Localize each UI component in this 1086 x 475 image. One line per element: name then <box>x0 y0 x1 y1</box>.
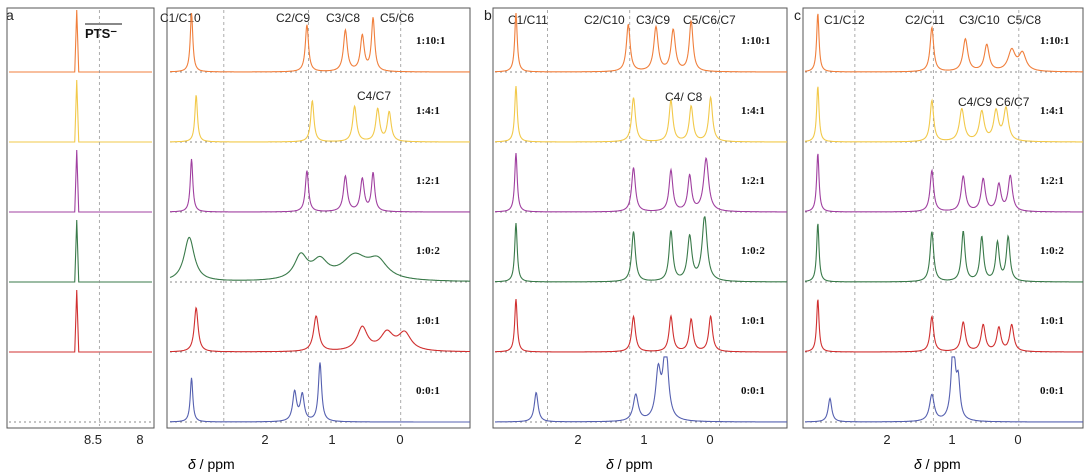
panel-a-main-frame <box>166 7 471 429</box>
ratio-label-c-3: 1:0:2 <box>1040 245 1064 257</box>
ratio-label-a-3: 1:0:2 <box>416 245 440 257</box>
a-tick-0: 0 <box>396 432 403 447</box>
spectrum-c-1-2-1 <box>805 153 1083 213</box>
spectrum-c-0-0-1 <box>805 356 1084 423</box>
b-assign-c4c8: C4/ C8 <box>665 90 703 104</box>
a-xlabel-unit: / ppm <box>196 456 235 472</box>
c-assign-c3c10: C3/C10 <box>959 13 1000 27</box>
inset-spectrum-0 <box>9 9 152 73</box>
b-tick-0: 0 <box>706 432 713 447</box>
a-xlabel: δ / ppm <box>188 456 235 472</box>
c-assign-c1c12: C1/C12 <box>824 13 865 27</box>
panel-b-frame <box>492 7 788 429</box>
inset-spectrum-4 <box>9 289 152 353</box>
panel-c-frame <box>802 7 1084 429</box>
spectrum-c-1-4-1 <box>804 86 1083 143</box>
inset-spectrum-3 <box>9 219 152 283</box>
spectrum-b-0-0-1 <box>495 356 787 423</box>
spectrum-a-1-0-2 <box>169 236 470 282</box>
spectrum-a-1-4-1 <box>170 95 470 143</box>
spectrum-b-1-0-2 <box>494 216 788 283</box>
panel-c-letter: c <box>794 7 801 23</box>
ratio-label-a-1: 1:4:1 <box>416 105 440 117</box>
a-tick-8: 8 <box>136 432 143 447</box>
b-xlabel: δ / ppm <box>606 456 653 472</box>
inset-spectrum-2 <box>9 149 152 213</box>
spectrum-b-1-10-1 <box>494 13 787 73</box>
c-tick-1: 1 <box>948 432 955 447</box>
ratio-label-c-4: 1:0:1 <box>1040 315 1064 327</box>
ratio-label-a-5: 0:0:1 <box>416 385 440 397</box>
b-assign-c5c6c7: C5/C6/C7 <box>683 13 736 27</box>
panel-b-letter: b <box>484 7 492 23</box>
b-assign-c3c9: C3/C9 <box>636 13 670 27</box>
c-assign-c2c11: C2/C11 <box>905 13 945 27</box>
spectrum-b-1-4-1 <box>495 85 787 143</box>
spectrum-c-1-0-1 <box>805 299 1083 353</box>
c-xlabel-unit: / ppm <box>922 456 961 472</box>
b-tick-2: 2 <box>574 432 581 447</box>
pts-label: PTS⁻ <box>85 26 117 41</box>
a-assign-c3c8: C3/C8 <box>326 11 360 25</box>
a-xlabel-sym: δ <box>188 456 196 472</box>
spectrum-b-1-2-1 <box>495 153 787 213</box>
ratio-label-b-2: 1:2:1 <box>741 175 765 187</box>
b-assign-c1c11: C1/C11 <box>508 13 548 27</box>
b-ticks: 2 1 0 <box>574 432 713 447</box>
b-assign-c2c10: C2/C10 <box>584 13 625 27</box>
ratio-label-a-2: 1:2:1 <box>416 175 440 187</box>
c-xlabel-sym: δ <box>914 456 922 472</box>
ratio-label-c-5: 0:0:1 <box>1040 385 1064 397</box>
spectrum-a-0-0-1 <box>170 362 470 423</box>
spectrum-c-1-10-1 <box>805 13 1083 73</box>
a-assign-c5c6: C5/C6 <box>380 11 414 25</box>
c-ticks: 2 1 0 <box>883 432 1021 447</box>
spectra-layer: 1:10:1 1:4:1 1:2:1 1:0:2 1:0:1 0:0:1 1:10:1 1:4… <box>9 9 1084 426</box>
spectrum-a-1-2-1 <box>170 158 470 213</box>
ratio-label-b-0: 1:10:1 <box>741 35 770 47</box>
ratio-label-b-4: 1:0:1 <box>741 315 765 327</box>
c-tick-0: 0 <box>1014 432 1021 447</box>
ratio-label-b-3: 1:0:2 <box>741 245 765 257</box>
a-assign-c4c7: C4/C7 <box>357 89 391 103</box>
ratio-label-c-1: 1:4:1 <box>1040 105 1064 117</box>
c-tick-2: 2 <box>883 432 890 447</box>
ratio-label-b-5: 0:0:1 <box>741 385 765 397</box>
a-assign-c2c9: C2/C9 <box>276 11 310 25</box>
panel-a-letter: a <box>6 7 14 23</box>
ratio-label-a-0: 1:10:1 <box>416 35 445 47</box>
ratio-label-a-4: 1:0:1 <box>416 315 440 327</box>
ratio-label-b-1: 1:4:1 <box>741 105 765 117</box>
b-xlabel-unit: / ppm <box>614 456 653 472</box>
b-xlabel-sym: δ <box>606 456 614 472</box>
c-xlabel: δ / ppm <box>914 456 961 472</box>
a-tick-1: 1 <box>328 432 335 447</box>
spectrum-b-1-0-1 <box>495 298 787 353</box>
ratio-label-c-0: 1:10:1 <box>1040 35 1069 47</box>
b-tick-1: 1 <box>640 432 647 447</box>
ratio-label-c-2: 1:2:1 <box>1040 175 1064 187</box>
a-tick-8-5: 8.5 <box>84 432 102 447</box>
inset-spectrum-1 <box>9 79 152 143</box>
a-ticks: 8.5 8 2 1 0 <box>84 432 404 447</box>
c-assign-c5c8: C5/C8 <box>1007 13 1041 27</box>
a-assign-c1c10: C1/C10 <box>160 11 201 25</box>
spectrum-c-1-0-2 <box>805 223 1083 283</box>
c-assign-c4c9-c6c7: C4/C9 C6/C7 <box>958 95 1030 109</box>
spectrum-a-1-0-1 <box>170 306 470 353</box>
a-tick-2: 2 <box>261 432 268 447</box>
panel-a-inset-frame <box>6 7 155 429</box>
spectrum-a-1-10-1 <box>170 13 470 73</box>
